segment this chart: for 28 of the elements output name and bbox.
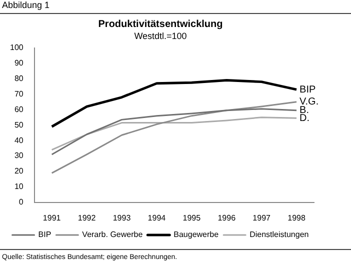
- text: Abbildung 1: [0, 0, 351, 14]
- y-tick-label: 10: [14, 182, 24, 192]
- legend-label: Baugewerbe: [174, 230, 220, 240]
- x-tick-label: 1998: [288, 213, 306, 222]
- y-tick-label: 70: [14, 89, 24, 98]
- y-tick-label: 40: [14, 136, 24, 145]
- x-tick-label: 1995: [182, 213, 202, 222]
- legend-label: Verarb. Gewerbe: [82, 230, 144, 240]
- x-tick-label: 1994: [148, 213, 166, 222]
- x-tick-label: 1991: [42, 213, 62, 222]
- y-tick-label: 30: [14, 151, 24, 160]
- y-tick-label: 20: [14, 166, 24, 176]
- chart-subtitle: Westdtl.=100: [134, 30, 187, 41]
- y-tick-label: 60: [14, 104, 24, 114]
- x-tick-label: 1996: [218, 213, 236, 222]
- annotation: D.: [300, 112, 310, 124]
- annotation: BIP: [300, 84, 316, 96]
- y-tick-label: 0: [18, 198, 24, 207]
- legend-label: BIP: [38, 230, 52, 240]
- y-tick-label: 50: [14, 120, 24, 130]
- y-tick-label: 90: [14, 58, 24, 68]
- y-tick-label: 100: [10, 43, 24, 52]
- x-tick-label: 1992: [78, 213, 96, 222]
- x-tick-label: 1997: [252, 213, 272, 222]
- y-tick-label: 80: [14, 74, 24, 83]
- x-tick-label: 1993: [112, 213, 132, 222]
- chart-title: Produktivitätsentwicklung: [98, 18, 223, 30]
- legend-label: Dienstleistungen: [250, 230, 309, 240]
